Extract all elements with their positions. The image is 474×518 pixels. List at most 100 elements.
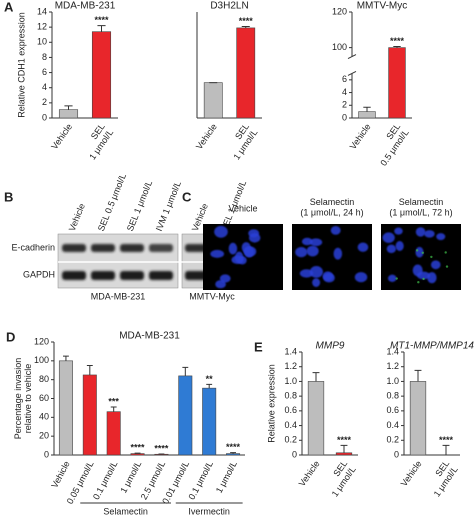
group-label: Selamectin — [103, 506, 148, 516]
error-bar — [241, 25, 250, 28]
nucleus — [312, 278, 321, 287]
nucleus — [301, 237, 313, 246]
bar — [203, 82, 223, 119]
x-tick-label: 1 μmol/L — [214, 459, 239, 494]
error-bar — [363, 106, 371, 112]
y-tick-label: 0.4 — [284, 420, 297, 430]
band — [149, 271, 173, 280]
significance: **** — [337, 435, 352, 445]
significance: **** — [226, 442, 241, 452]
x-tick-label: 1 μmol/L — [118, 459, 143, 494]
significance: *** — [108, 396, 119, 406]
membrane-signal — [444, 251, 447, 254]
y-tick-label: 20 — [39, 431, 49, 441]
nucleus — [395, 241, 404, 252]
condition-label: Vehicle — [228, 203, 257, 213]
y-tick-label: 1.2 — [284, 361, 297, 371]
lane-label: SEL 1 μmol/L — [125, 179, 154, 233]
bar — [307, 381, 325, 456]
y-tick-label: 0 — [342, 112, 347, 122]
y-tick-label: 1.2 — [386, 361, 399, 371]
panel-label: C — [182, 189, 192, 204]
y-tick-label: 0 — [394, 449, 399, 459]
nucleus — [323, 273, 335, 283]
y-axis-label: Relative CDH1 expression — [16, 12, 26, 118]
y-tick-label: 100 — [34, 355, 49, 365]
y-tick-label: 8 — [42, 52, 47, 62]
y-tick-label: 100 — [332, 42, 347, 52]
y-tick-label: 1.0 — [284, 376, 297, 386]
y-tick-label: 0.8 — [284, 391, 297, 401]
y-tick-label: 0.6 — [386, 405, 399, 415]
lane-label: Vehicle — [67, 202, 87, 233]
nucleus — [330, 225, 341, 235]
membrane-signal — [395, 277, 398, 280]
y-tick-label: 0 — [292, 449, 297, 459]
significance: **** — [154, 443, 169, 453]
error-bar — [182, 366, 189, 376]
nucleus — [309, 266, 323, 278]
nucleus — [354, 272, 368, 283]
y-tick-label: 120 — [34, 336, 49, 346]
panel-label: D — [6, 329, 15, 344]
chart-title: MDA-MB-231 — [55, 1, 116, 12]
bar — [335, 452, 353, 456]
error-bar — [230, 452, 237, 454]
group-label: MDA-MB-231 — [91, 291, 146, 301]
bar — [236, 27, 256, 119]
y-tick-label: 0.8 — [386, 391, 399, 401]
membrane-signal — [417, 281, 420, 284]
bar — [106, 411, 121, 456]
y-tick-label: 4 — [42, 82, 47, 92]
row-label: GAPDH — [23, 269, 55, 279]
band — [62, 244, 86, 252]
bar — [409, 381, 427, 456]
group-label: Ivermectin — [188, 506, 230, 516]
y-tick-label: 4 — [342, 87, 347, 97]
panel-label: E — [254, 339, 263, 354]
x-tick-label: SEL0.5 μmol/L — [370, 122, 411, 168]
y-tick-label: 120 — [332, 6, 347, 16]
nucleus — [219, 274, 231, 283]
x-tick-label: SEL1 μmol/L — [223, 122, 260, 162]
x-tick-label: Vehicle — [348, 122, 373, 152]
condition-label: Selamectin (1 μmol/L, 72 h) — [389, 197, 452, 217]
nucleus — [387, 274, 397, 283]
x-tick-label: 0.1 μmol/L — [186, 459, 215, 501]
panel-label: A — [4, 0, 14, 14]
bar — [58, 360, 73, 456]
x-tick-label: Vehicle — [194, 122, 219, 152]
band — [120, 244, 144, 252]
y-tick-label: 1.4 — [386, 346, 399, 356]
band — [91, 244, 115, 252]
error-bar — [86, 365, 93, 375]
chart-title: MMTV-Myc — [357, 1, 408, 12]
y-tick-label: 6 — [42, 67, 47, 77]
x-tick-label: SEL1 μmol/L — [423, 459, 460, 499]
panel-label: B — [4, 189, 13, 204]
y-tick-label: 6 — [342, 74, 347, 84]
bar — [388, 47, 406, 119]
nucleus — [430, 260, 441, 270]
axis-break — [347, 71, 357, 76]
bar — [226, 453, 241, 456]
y-tick-label: 0.6 — [284, 405, 297, 415]
error-bar — [97, 25, 106, 32]
significance: **** — [239, 16, 254, 26]
y-tick-label: 2 — [342, 100, 347, 110]
nucleus — [333, 247, 343, 260]
error-bar — [110, 406, 117, 412]
nucleus — [412, 264, 423, 277]
group-label: MMTV-Myc — [189, 291, 235, 301]
y-axis-label: Percentage invasionrelative to vehicle — [13, 358, 33, 440]
row-label: E-cadherin — [11, 242, 55, 252]
band — [120, 271, 144, 280]
membrane-signal — [445, 265, 449, 268]
axis-break — [347, 54, 357, 59]
nucleus — [415, 227, 426, 237]
error-bar — [206, 383, 213, 389]
nucleus — [309, 238, 323, 247]
error-bar — [340, 444, 348, 453]
